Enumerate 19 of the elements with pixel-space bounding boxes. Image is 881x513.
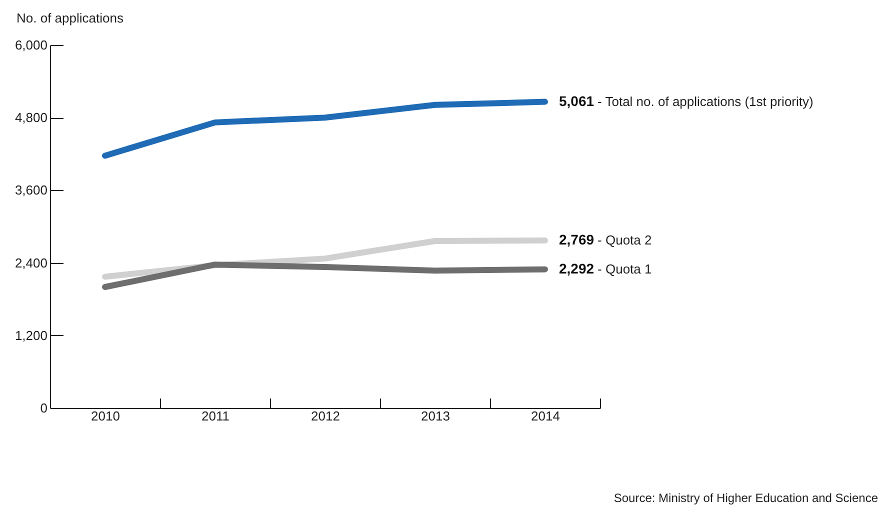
data-label: 2,769 <box>559 231 594 248</box>
x-tick-label: 2011 <box>202 408 230 424</box>
text: - Total no. of applications (1st priority) <box>598 94 814 109</box>
y-tick-label: 0 <box>40 400 48 416</box>
y-axis-title: No. of applications <box>16 10 124 26</box>
x-tick-label: 2013 <box>421 408 450 424</box>
data-label: 2,292 <box>559 260 594 276</box>
source-note: Source: Ministry of Higher Education and Science <box>614 491 878 505</box>
x-tick-label: 2014 <box>531 408 560 424</box>
y-tick-label: 4,800 <box>14 110 48 126</box>
y-tick-label: 3,600 <box>14 182 48 198</box>
data-label: 5,061 <box>559 92 594 109</box>
x-tick-label: 2012 <box>311 408 340 424</box>
text: - Quota 1 <box>598 261 652 276</box>
y-tick-label: 2,400 <box>14 255 48 270</box>
y-tick-label: 6,000 <box>14 38 48 52</box>
y-tick-label: 1,200 <box>14 328 48 343</box>
x-tick-label: 2010 <box>91 408 120 424</box>
text: - Quota 2 <box>598 232 652 248</box>
